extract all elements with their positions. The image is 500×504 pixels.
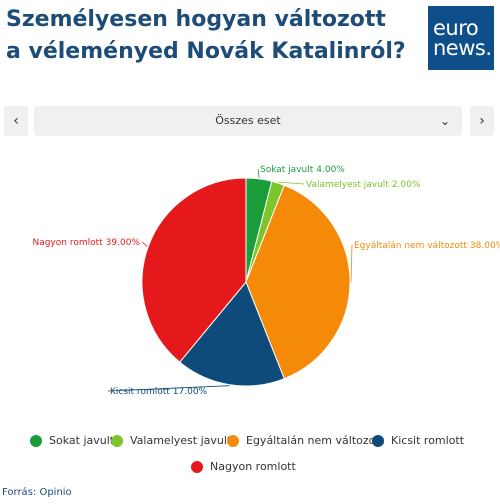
label-name: Valamelyest javult — [306, 180, 389, 190]
data-label: Valamelyest javult 2.00% — [306, 180, 421, 190]
legend-label: Valamelyest javult — [130, 434, 232, 447]
legend-marker — [30, 435, 42, 447]
filter-dropdown[interactable]: Összes eset ⌄ — [34, 106, 462, 136]
label-value: 2.00% — [392, 180, 421, 190]
legend-marker — [372, 435, 384, 447]
title: Személyesen hogyan változott a véleménye… — [6, 7, 406, 64]
logo-text: euro — [433, 16, 479, 40]
source: Forrás: Opinio — [2, 487, 72, 498]
data-label: Sokat javult 4.00% — [260, 165, 345, 175]
label-name: Kicsit romlott — [110, 387, 170, 397]
legend-marker — [227, 435, 239, 447]
logo: euro news. — [428, 6, 494, 70]
next-button[interactable]: › — [470, 106, 494, 136]
data-label: Kicsit romlott 17.00% — [110, 387, 208, 397]
legend-label: Kicsit romlott — [391, 434, 465, 447]
legend-label: Egyáltalán nem változott — [246, 434, 385, 447]
leader-line — [107, 385, 230, 392]
legend-label: Nagyon romlott — [210, 460, 296, 473]
prev-button[interactable]: ‹ — [4, 106, 28, 136]
leader-line — [278, 181, 305, 185]
label-name: Sokat javult — [260, 165, 314, 175]
logo-text: news. — [433, 36, 492, 60]
pie-slice — [141, 177, 247, 363]
data-label: Nagyon romlott 39.00% — [32, 238, 140, 248]
pie-slice — [245, 184, 351, 380]
label-name: Nagyon romlott — [32, 238, 103, 248]
pie-slice — [179, 281, 285, 387]
chevron: ⌄ — [439, 114, 450, 128]
label-value: 39.00% — [106, 238, 141, 248]
legend-marker — [191, 461, 203, 473]
chart: Sokat javult 4.00%Valamelyest javult 2.00%… — [30, 165, 500, 473]
label-value: 38.00% — [470, 241, 500, 251]
label-value: 17.00% — [173, 387, 208, 397]
legend-label: Sokat javult — [49, 434, 115, 447]
leader-line — [350, 244, 353, 283]
filter-label: Összes eset — [215, 114, 281, 127]
legend-marker — [111, 435, 123, 447]
label-value: 4.00% — [316, 165, 345, 175]
leader-line — [257, 168, 260, 178]
leader-line — [141, 241, 148, 247]
label-name: Egyáltalán nem változott — [354, 241, 467, 251]
